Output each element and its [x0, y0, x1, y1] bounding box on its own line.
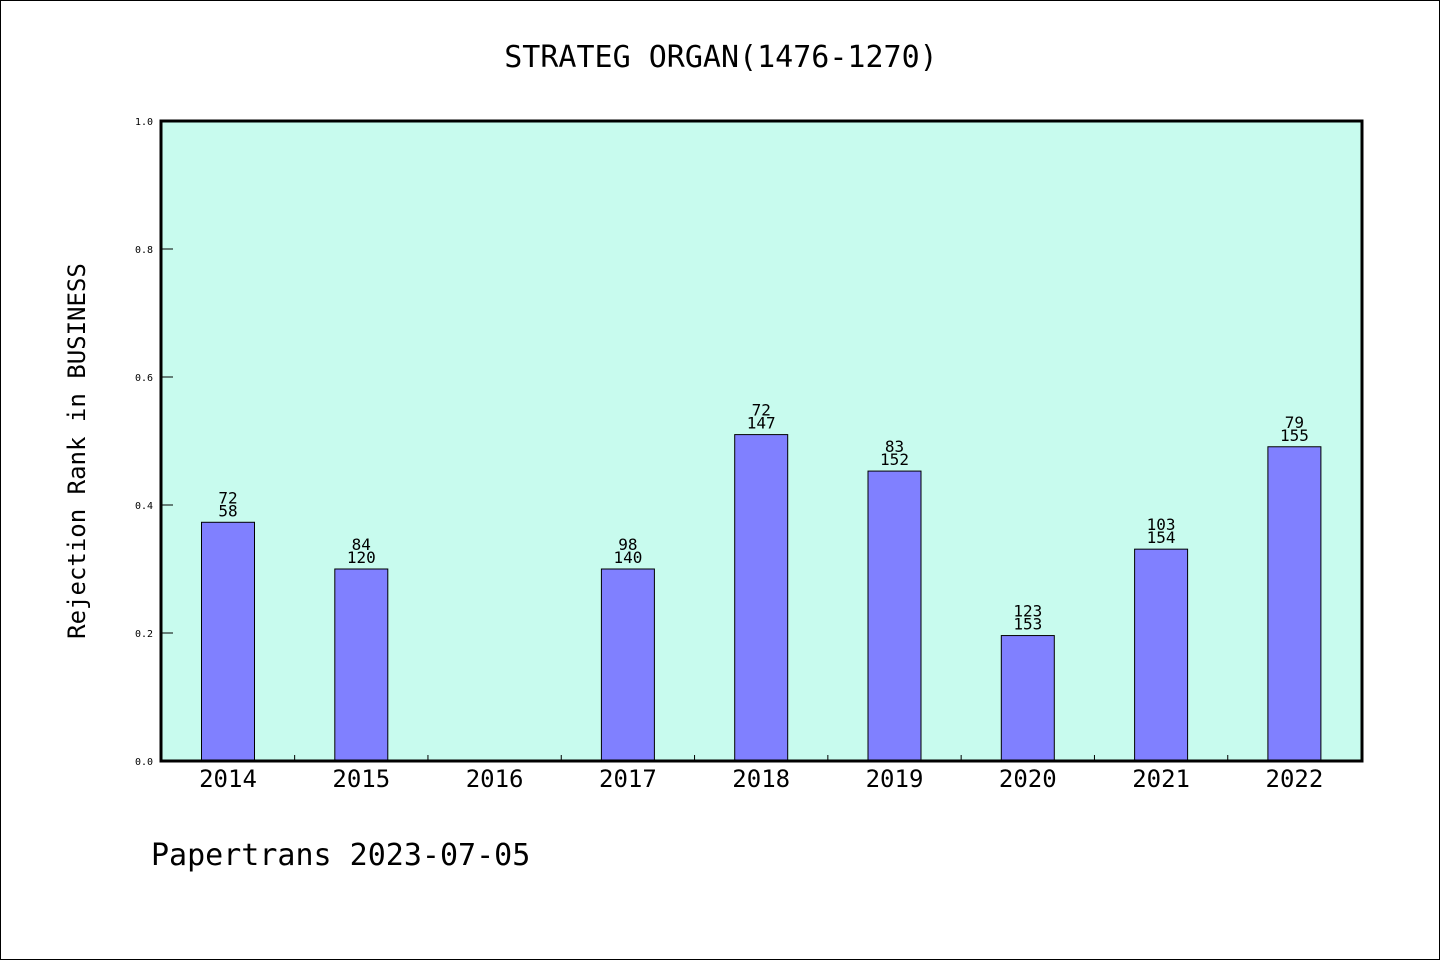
bar-labels: 7258841209814072147831521231531031547915…	[218, 401, 1308, 634]
x-tick-label: 2014	[199, 765, 257, 793]
bar-label-bottom: 140	[613, 548, 642, 567]
y-tick-label: 0.6	[135, 373, 153, 384]
x-tick-label: 2016	[466, 765, 524, 793]
x-tick-label: 2015	[332, 765, 390, 793]
bar-label-top: 123	[1013, 602, 1042, 621]
bar-label-bottom: 120	[347, 548, 376, 567]
bar	[734, 434, 789, 762]
bar-label-bottom: 153	[1013, 615, 1042, 634]
bar-label-top: 98	[618, 535, 637, 554]
x-tick-label: 2017	[599, 765, 657, 793]
bar-label-top: 72	[218, 488, 237, 507]
y-axis-label: Rejection Rank in BUSINESS	[63, 263, 91, 639]
x-tick-label: 2020	[999, 765, 1057, 793]
bar-label-bottom: 58	[218, 501, 237, 520]
bar-series	[201, 434, 1322, 762]
y-tick-label: 0.2	[135, 629, 153, 640]
footer-text: Papertrans 2023-07-05	[151, 838, 530, 873]
x-axis: 2014 2015 2016 2017 2018 2019 2020 2021 2022	[199, 755, 1323, 793]
bar-label-top: 79	[1285, 413, 1304, 432]
y-tick-label: 0.4	[135, 501, 153, 512]
bar-label-bottom: 147	[747, 414, 776, 433]
x-tick-label: 2022	[1266, 765, 1324, 793]
bar-label-top: 72	[752, 401, 771, 420]
plot-border	[159, 119, 1364, 763]
bar	[867, 470, 922, 762]
x-tick-label: 2019	[866, 765, 924, 793]
bar	[600, 568, 655, 762]
x-tick-label: 2021	[1132, 765, 1190, 793]
bar-label-bottom: 152	[880, 450, 909, 469]
bar-label-bottom: 154	[1147, 528, 1176, 547]
bar-label-bottom: 155	[1280, 426, 1309, 445]
chart-title: STRATEG ORGAN(1476-1270)	[504, 40, 937, 75]
bar-label-top: 83	[885, 437, 904, 456]
x-tick-label: 2018	[732, 765, 790, 793]
bar	[201, 521, 255, 762]
y-tick-label: 0.8	[135, 245, 153, 256]
bar-label-top: 103	[1147, 515, 1176, 534]
y-tick-label: 1.0	[135, 117, 153, 128]
bar	[1134, 548, 1189, 762]
bar	[334, 568, 389, 762]
y-tick-label: 0.0	[135, 757, 153, 768]
bar-label-top: 84	[352, 535, 371, 554]
bar	[1267, 446, 1322, 762]
bar	[1000, 635, 1055, 762]
